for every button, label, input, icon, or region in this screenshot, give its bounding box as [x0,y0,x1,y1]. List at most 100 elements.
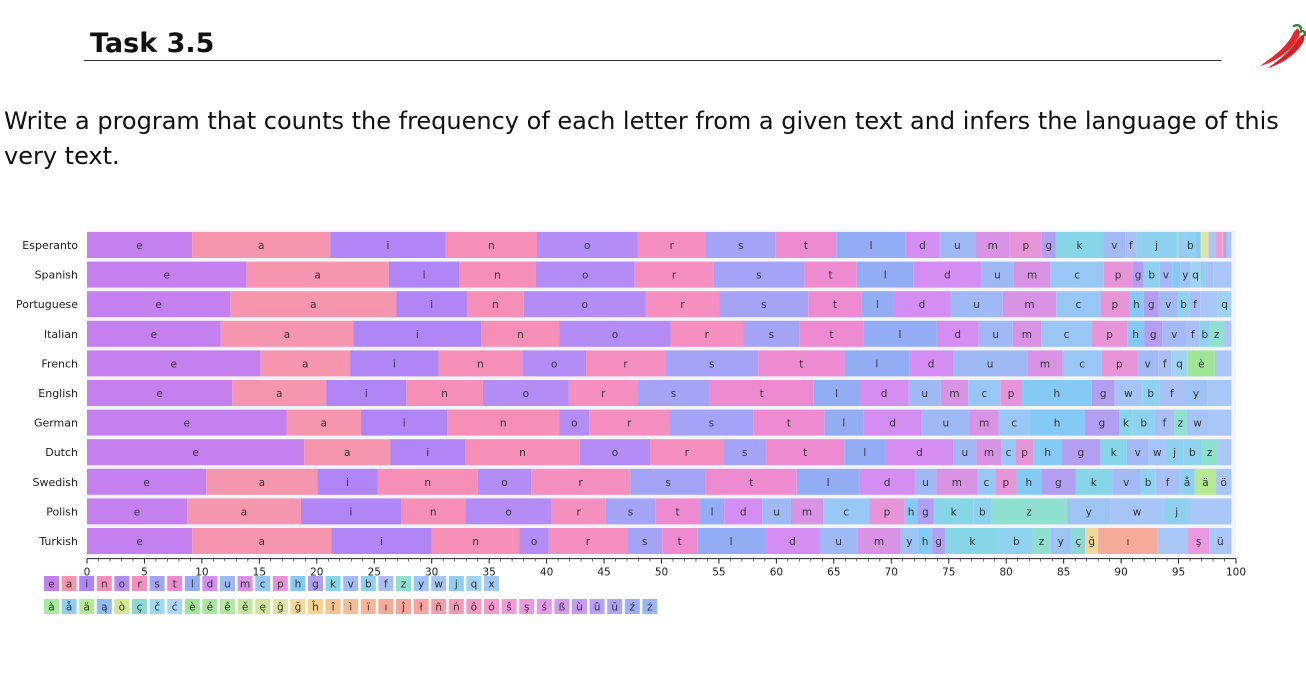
segment-label: b [1180,299,1187,311]
bar-segment [1165,439,1184,466]
legend-swatch [272,576,288,591]
legend-label: b [365,579,372,591]
bar-segment [1062,350,1102,377]
legend-swatch [237,599,253,614]
segment-label: b [1147,388,1154,400]
bar-segment [1186,409,1209,436]
legend-label: ç [137,602,143,614]
segment-label: c [1076,299,1082,311]
segment-label: ı [1126,536,1129,548]
segment-label: ç [1075,536,1081,548]
segment-label: y [906,536,912,548]
legend-label: ś [542,602,547,614]
segment-label: c [1074,270,1080,282]
bar-segment [1155,468,1180,495]
legend-label: ĵ [401,602,406,614]
segment-label: u [943,418,950,430]
bar-segment [813,380,860,406]
bar-segment [1125,232,1137,258]
segment-label: i [386,240,389,252]
bar-segment [459,261,536,288]
bar-segment [1103,232,1126,258]
segment-label: a [258,240,264,252]
legend-swatch [448,576,464,591]
bar-segment [377,468,478,495]
segment-label: s [642,536,647,548]
bar-segment [1183,439,1202,466]
legend-label: ł [420,602,423,614]
segment-label: j [1174,506,1178,518]
legend-label: n [101,579,108,591]
x-tick-label: 50 [655,567,668,579]
legend-label: k [330,579,337,591]
segment-label: m [1022,329,1032,341]
segment-label: k [1111,447,1118,459]
x-tick-label: 15 [253,567,266,579]
legend-swatch [431,599,447,614]
bar-segment [650,439,724,466]
legend-swatch [554,599,570,614]
bar-segment [230,291,397,318]
bar-segment [977,468,996,495]
legend-swatch [484,576,499,591]
segment-label: e [143,477,149,489]
bar-segment [406,380,483,406]
segment-label: e [170,358,176,370]
legend-label: ä [83,602,89,614]
bar-segment [859,468,915,495]
segment-label: l [827,477,830,489]
segment-label: e [136,536,142,548]
legend-label: ù [576,602,583,614]
segment-label: b [1201,329,1208,341]
segment-label: b [1145,477,1152,489]
segment-label: n [492,299,499,311]
bar-segment [1112,468,1141,495]
segment-label: u [954,240,961,252]
bar-segment [753,409,825,436]
bar-segment [932,528,946,554]
segment-label: u [835,536,842,548]
legend-swatch [343,599,359,614]
bar-segment [1184,380,1208,406]
bar-segment [1015,439,1034,466]
bar-segment [1050,528,1072,554]
bar-segment [232,380,327,406]
legend-swatch [360,599,376,614]
segment-label: s [628,506,633,518]
segment-label: l [884,270,887,282]
row-label: German [34,417,78,430]
bar-segment [790,498,824,525]
legend-swatch [167,599,183,614]
bar-segment [933,498,974,525]
legend-label: p [277,579,284,591]
bar-segment [1143,261,1160,288]
bar-segment [87,409,287,436]
segment-label: t [749,477,753,489]
segment-label: u [773,506,780,518]
segment-label: o [523,388,529,400]
segment-label: m [949,388,959,400]
segment-label: q [1221,299,1228,311]
segment-label: g [1055,477,1062,489]
bar-segment [87,261,247,288]
legend-swatch [255,599,271,614]
segment-label: s [756,270,761,282]
segment-label: å [1184,476,1190,489]
x-tick-label: 100 [1226,567,1246,579]
bar-segment [1158,350,1172,377]
legend-label: h [295,579,302,591]
bar-segment [465,498,552,525]
segment-label: n [472,536,479,548]
segment-label: i [380,536,383,548]
segment-label: d [740,506,747,518]
segment-label: t [799,358,803,370]
row-label: Swedish [33,476,79,489]
legend-swatch [501,599,517,614]
bar-segment [1148,439,1166,466]
bar-segment [317,468,378,495]
segment-label: t [803,447,807,459]
segment-label: e [184,418,190,430]
segment-label: r [623,358,628,370]
legend-label: ĝ [277,602,284,614]
